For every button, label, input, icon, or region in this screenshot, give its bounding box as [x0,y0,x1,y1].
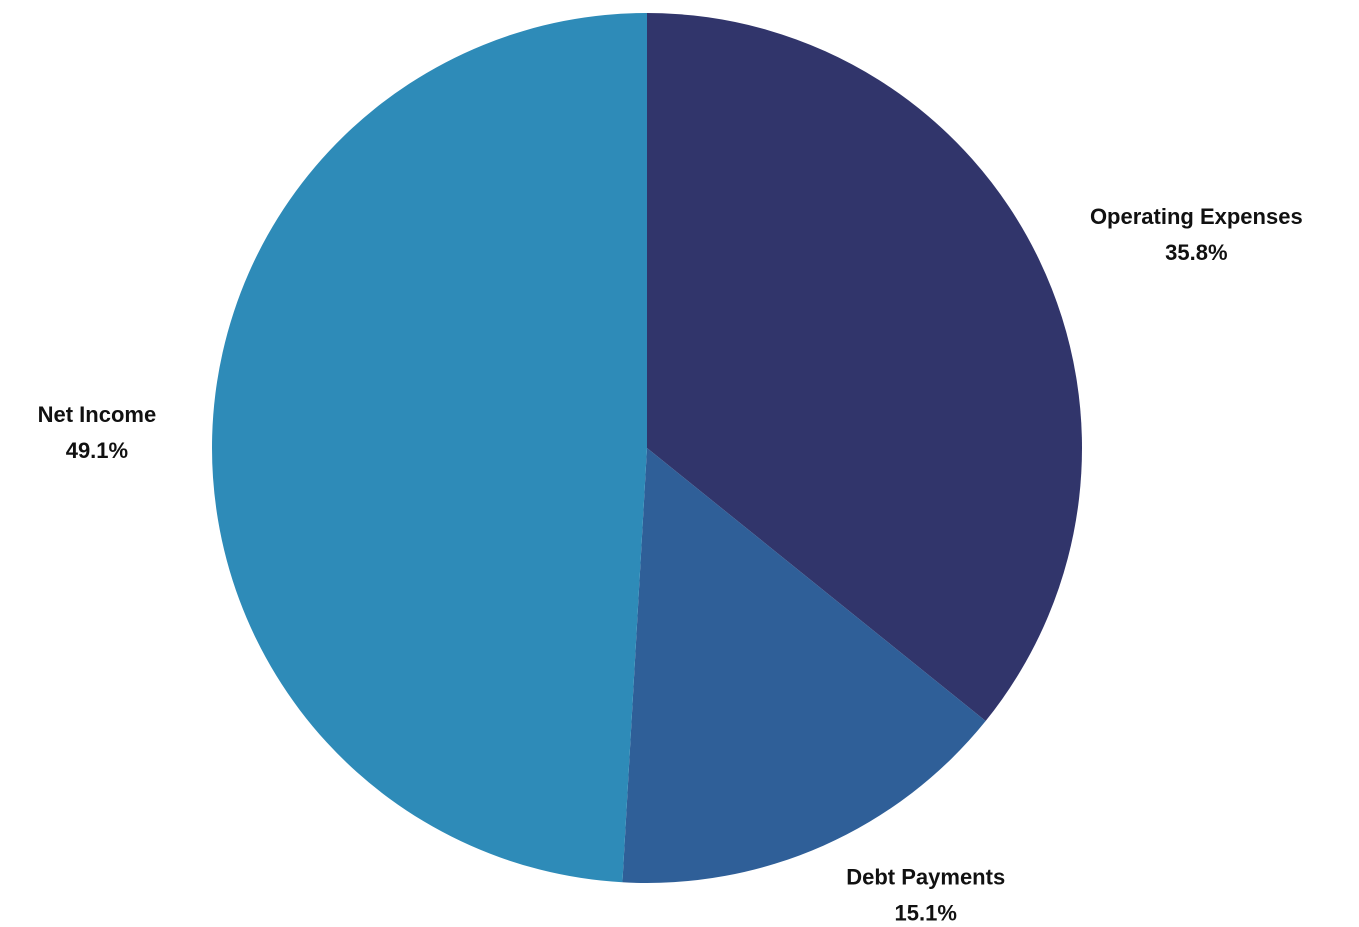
slice-value-label: 35.8% [1165,240,1227,265]
pie-slice [211,13,648,883]
slice-label: Debt Payments [846,865,1005,890]
pie-slice [622,448,986,884]
slice-value-label: 49.1% [66,438,128,463]
pie-slice [647,13,1082,722]
slice-label: Net Income [38,402,157,427]
slice-value-label: 15.1% [895,901,957,926]
slice-label: Operating Expenses [1090,204,1303,229]
